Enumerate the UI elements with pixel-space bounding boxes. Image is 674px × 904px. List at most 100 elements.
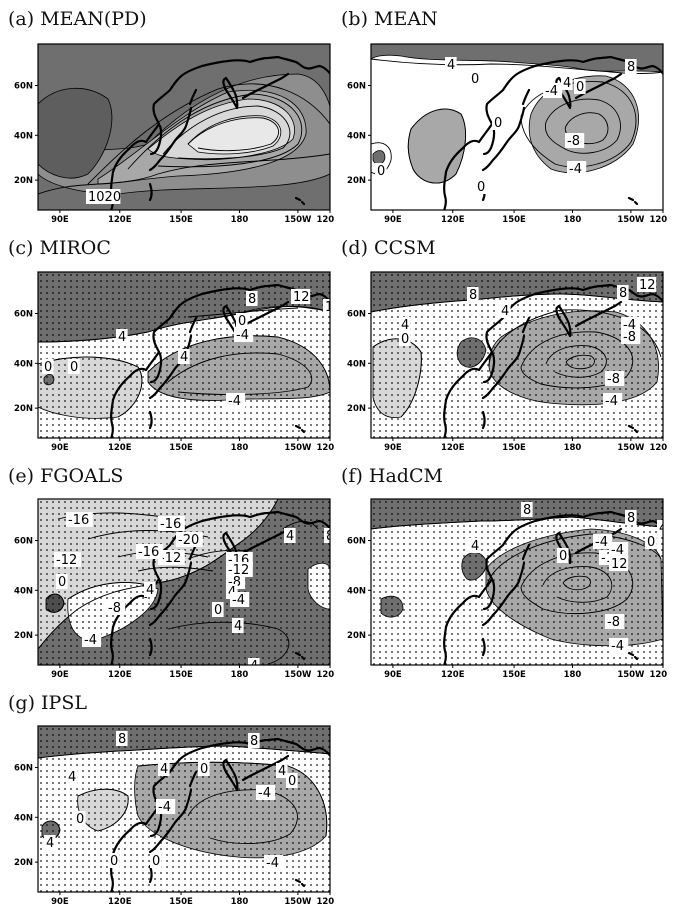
lon-tick-label: 150W	[617, 670, 645, 680]
contour-label: 4	[501, 304, 509, 319]
contour-label-bg	[645, 534, 657, 549]
lon-tick-label: 150E	[502, 670, 526, 680]
contour-label: 12	[611, 557, 628, 572]
contour-label: 4	[46, 836, 54, 851]
lat-tick-label: 60N	[347, 310, 366, 320]
lat-tick-label: 60N	[14, 310, 33, 320]
panel-title-a: (a) MEAN(PD)	[8, 8, 147, 30]
contour-label-bg	[399, 331, 411, 346]
map-frame	[370, 43, 664, 211]
contour-label-bg	[621, 329, 641, 344]
contour-label-bg	[56, 574, 68, 589]
lat-tick-label: 40N	[14, 359, 33, 369]
lon-tick-label: 150W	[284, 897, 312, 904]
contour-label-bg	[158, 761, 170, 776]
lat-tick-label: 60N	[347, 537, 366, 547]
contour-label: 8	[619, 286, 627, 301]
contour-label: -8	[623, 330, 636, 345]
panel-title-c: (c) MIROC	[8, 237, 111, 259]
contour-label-bg	[232, 618, 244, 633]
contour-label-bg	[561, 75, 573, 90]
lat-tick-label: 60N	[347, 82, 366, 92]
lon-tick-label: 120W	[649, 443, 667, 453]
coastline	[110, 737, 330, 892]
contour-label-bg	[609, 556, 629, 571]
contour-label: 1020	[88, 190, 121, 205]
lon-tick-label: 90E	[51, 897, 69, 904]
contour-line	[520, 331, 634, 389]
lat-tick-label: 40N	[14, 586, 33, 596]
contour-label: -4	[84, 633, 97, 648]
contour-label-bg	[150, 853, 162, 868]
contour-label: 4	[278, 764, 286, 779]
lon-tick-label: 90E	[51, 443, 69, 453]
contour-label: 0	[76, 812, 84, 827]
lon-tick-label: 150W	[284, 670, 312, 680]
contour-label: 0	[238, 314, 246, 329]
contour-label-bg	[236, 313, 248, 328]
lon-tick-label: 180	[564, 215, 582, 225]
lon-tick-label: 120E	[108, 897, 132, 904]
contour-label-bg	[625, 510, 637, 525]
contour-label: 4	[471, 539, 479, 554]
contour-label-bg	[248, 733, 260, 748]
lon-tick-label: 90E	[384, 443, 402, 453]
contour-label-bg	[286, 773, 298, 788]
contour-label-bg	[74, 811, 86, 826]
lon-tick-label: 120W	[316, 897, 334, 904]
contour-label: -12	[160, 551, 181, 566]
contour-label: -8	[108, 601, 121, 616]
contour-label-bg	[574, 79, 586, 94]
lon-tick-label: 90E	[384, 215, 402, 225]
contour-label: 4	[180, 350, 188, 365]
contour-label: 0	[559, 549, 567, 564]
contour-label-bg	[621, 317, 641, 332]
contour-label-bg	[375, 163, 387, 178]
contour-line	[137, 566, 214, 572]
contour-label: 0	[44, 360, 52, 375]
contour-label: 0	[576, 80, 584, 95]
map-area-g: 8 844 0 40-4-400 04-4	[38, 726, 330, 892]
contour-line	[38, 745, 330, 759]
lon-tick-label: 120W	[316, 670, 334, 680]
lon-tick-label: 120W	[649, 215, 667, 225]
map-panel-g: 8844040-4-40004-490E120E150E180150W120W6…	[14, 725, 334, 904]
map-panel-d: 8128440-4-8-8-490E120E150E180150W120W60N…	[347, 271, 667, 453]
lat-tick-label: 40N	[14, 131, 33, 141]
lon-tick-label: 180	[564, 443, 582, 453]
contour-label: 8	[118, 732, 126, 747]
contour-label: 0	[200, 762, 208, 777]
lon-tick-label: 120E	[441, 670, 465, 680]
contour-label: 12	[293, 290, 310, 305]
contour-label: -8	[567, 134, 580, 149]
significance-stipple	[371, 272, 663, 438]
lon-tick-label: 120E	[441, 443, 465, 453]
contour-label-bg	[521, 502, 533, 517]
shaded-region	[371, 44, 663, 73]
contour-label: -4	[158, 800, 171, 815]
contour-label-bg	[106, 600, 126, 615]
contour-line	[38, 356, 143, 418]
contour-label: 4	[401, 318, 409, 333]
lon-tick-label: 180	[564, 670, 582, 680]
shaded-region	[38, 87, 113, 179]
map-frame	[37, 725, 331, 893]
contour-label-bg	[86, 189, 121, 204]
contour-label: 12	[639, 278, 656, 293]
contour-line	[562, 575, 591, 591]
contour-label-bg	[256, 785, 276, 800]
panel-title-e: (e) FGOALS	[8, 465, 124, 487]
lat-tick-label: 40N	[14, 813, 33, 823]
lon-tick-label: 90E	[51, 670, 69, 680]
contour-label: 4	[146, 583, 154, 598]
contour-label: -20	[178, 533, 199, 548]
contour-label-bg	[567, 161, 587, 176]
lat-tick-label: 40N	[347, 586, 366, 596]
contour-label-bg	[248, 658, 260, 665]
lat-tick-label: 20N	[347, 404, 366, 414]
contour-line	[542, 566, 613, 603]
contour-label: 0	[377, 164, 385, 179]
contour-label-bg	[226, 562, 253, 577]
contour-label-bg	[625, 59, 637, 74]
